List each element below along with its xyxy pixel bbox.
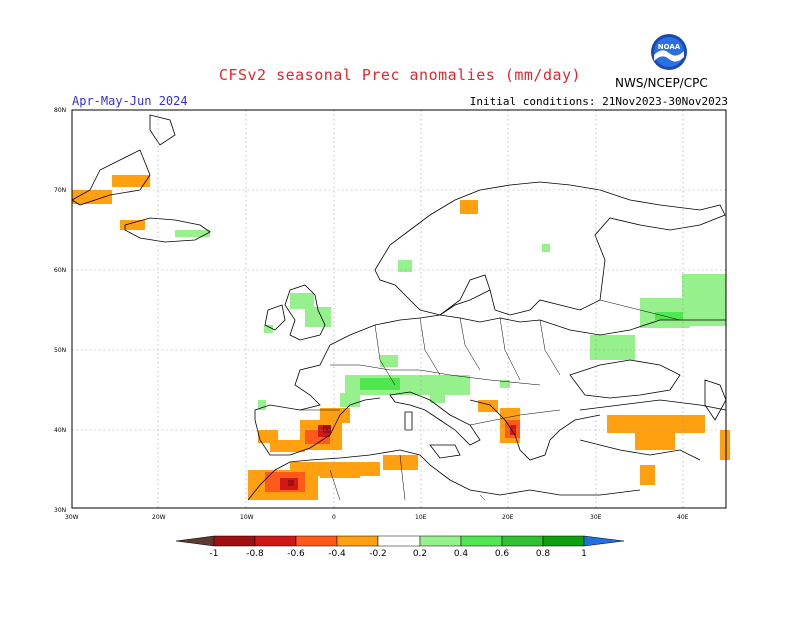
colorbar-swatch xyxy=(336,535,379,547)
coastlines xyxy=(71,114,727,501)
lat-label: 50N xyxy=(54,347,66,354)
colorbar-label: -0.6 xyxy=(287,549,305,559)
noaa-logo-icon: NOAA xyxy=(651,34,687,70)
colorbar-label: 1 xyxy=(581,549,587,559)
lon-label: 0 xyxy=(332,514,336,521)
colorbar-swatch xyxy=(213,535,256,547)
lat-label: 30N xyxy=(54,507,66,514)
lat-label: 80N xyxy=(54,107,66,114)
lon-label: 30E xyxy=(590,514,602,521)
colorbar-swatch xyxy=(501,535,544,547)
colorbar-label: -0.2 xyxy=(369,549,387,559)
lon-label: 20E xyxy=(502,514,514,521)
lon-label: 30W xyxy=(65,514,79,521)
anomaly-cells xyxy=(72,175,730,500)
map-title: CFSv2 seasonal Prec anomalies (mm/day) xyxy=(218,66,582,84)
colorbar: -1 -0.8 -0.6 -0.4 -0.2 0.2 0.4 0.6 0.8 1 xyxy=(175,535,625,559)
colorbar-swatch xyxy=(254,535,297,547)
lat-label: 60N xyxy=(54,267,66,274)
colorbar-high-arrow xyxy=(583,535,625,547)
colorbar-swatch xyxy=(419,535,462,547)
colorbar-swatch xyxy=(460,535,503,547)
lon-label: 10E xyxy=(415,514,427,521)
colorbar-swatch xyxy=(377,535,421,547)
lon-labels: 30W 20W 10W 0 10E 20E 30E 40E xyxy=(65,514,689,521)
org-label: NWS/NCEP/CPC xyxy=(615,76,708,90)
colorbar-swatch xyxy=(542,535,585,547)
forecast-period: Apr-May-Jun 2024 xyxy=(72,94,188,108)
colorbar-low-arrow xyxy=(175,535,215,547)
colorbar-swatch xyxy=(295,535,338,547)
lat-label: 70N xyxy=(54,187,66,194)
colorbar-label: -0.4 xyxy=(328,549,346,559)
colorbar-label: 0.4 xyxy=(454,549,469,559)
colorbar-label: -0.8 xyxy=(246,549,264,559)
colorbar-label: 0.2 xyxy=(413,549,427,559)
colorbar-label: 0.6 xyxy=(495,549,510,559)
colorbar-label: -1 xyxy=(210,549,219,559)
map-frame xyxy=(71,109,727,509)
initial-conditions: Initial conditions: 21Nov2023-30Nov2023 xyxy=(469,95,728,108)
noaa-logo-text: NOAA xyxy=(658,43,681,51)
colorbar-label: 0.8 xyxy=(536,549,551,559)
lat-label: 40N xyxy=(54,427,66,434)
lon-label: 10W xyxy=(240,514,254,521)
lon-label: 20W xyxy=(152,514,166,521)
lon-label: 40E xyxy=(677,514,689,521)
lat-labels: 80N 70N 60N 50N 40N 30N xyxy=(54,107,66,514)
graticule xyxy=(72,110,726,508)
